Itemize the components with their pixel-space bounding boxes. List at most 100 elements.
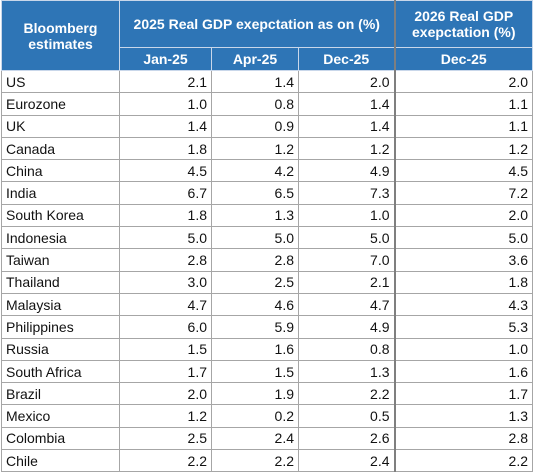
value-cell: 2.5 bbox=[119, 426, 212, 451]
country-cell: South Africa bbox=[1, 359, 120, 384]
table-row: Thailand 3.0 2.5 2.1 1.8 bbox=[1, 270, 533, 294]
value-cell: 1.5 bbox=[119, 337, 212, 361]
value-cell: 1.4 bbox=[298, 92, 396, 116]
value-cell: 1.8 bbox=[394, 270, 533, 294]
country-cell: Canada bbox=[1, 136, 120, 161]
value-cell: 1.8 bbox=[119, 203, 212, 228]
country-cell: Colombia bbox=[1, 426, 120, 451]
value-cell: 1.0 bbox=[119, 92, 212, 116]
table-row: Brazil 2.0 1.9 2.2 1.7 bbox=[1, 382, 533, 406]
table-row: Mexico 1.2 0.2 0.5 1.3 bbox=[1, 404, 533, 428]
value-cell: 1.4 bbox=[211, 69, 299, 94]
value-cell: 1.3 bbox=[298, 359, 396, 384]
value-cell: 1.7 bbox=[394, 382, 533, 406]
value-cell: 2.0 bbox=[119, 382, 212, 406]
value-cell: 7.3 bbox=[298, 181, 396, 205]
value-cell: 1.2 bbox=[298, 136, 396, 161]
value-cell: 4.5 bbox=[394, 159, 533, 183]
country-cell: Philippines bbox=[1, 315, 120, 339]
header-row: Bloomberg estimates 2025 Real GDP exepct… bbox=[1, 0, 533, 71]
table-row: Canada 1.8 1.2 1.2 1.2 bbox=[1, 136, 533, 161]
table-body: US 2.1 1.4 2.0 2.0 Eurozone 1.0 0.8 1.4 1.1 UK 1.4 0… bbox=[1, 69, 533, 473]
value-cell: 2.8 bbox=[119, 248, 212, 272]
value-cell: 1.3 bbox=[211, 203, 299, 228]
country-cell: Russia bbox=[1, 337, 120, 361]
table-row: South Africa 1.7 1.5 1.3 1.6 bbox=[1, 359, 533, 384]
value-cell: 2.4 bbox=[211, 426, 299, 451]
value-cell: 1.8 bbox=[119, 136, 212, 161]
value-cell: 4.7 bbox=[119, 292, 212, 317]
country-cell: Indonesia bbox=[1, 226, 120, 250]
value-cell: 2.2 bbox=[394, 449, 533, 473]
table-row: Russia 1.5 1.6 0.8 1.0 bbox=[1, 337, 533, 361]
value-cell: 4.7 bbox=[298, 292, 396, 317]
value-cell: 5.9 bbox=[211, 315, 299, 339]
corner-header: Bloomberg estimates bbox=[1, 0, 120, 71]
value-cell: 2.8 bbox=[211, 248, 299, 272]
value-cell: 5.0 bbox=[119, 226, 212, 250]
country-cell: Malaysia bbox=[1, 292, 120, 317]
value-cell: 2.4 bbox=[298, 449, 396, 473]
value-cell: 1.6 bbox=[394, 359, 533, 384]
table-row: Chile 2.2 2.2 2.4 2.2 bbox=[1, 449, 533, 473]
value-cell: 3.6 bbox=[394, 248, 533, 272]
table-row: Eurozone 1.0 0.8 1.4 1.1 bbox=[1, 92, 533, 116]
value-cell: 1.3 bbox=[394, 404, 533, 428]
table-row: Colombia 2.5 2.4 2.6 2.8 bbox=[1, 426, 533, 451]
country-cell: Taiwan bbox=[1, 248, 120, 272]
country-cell: India bbox=[1, 181, 120, 205]
table-row: Taiwan 2.8 2.8 7.0 3.6 bbox=[1, 248, 533, 272]
value-cell: 2.6 bbox=[298, 426, 396, 451]
table-row: UK 1.4 0.9 1.4 1.1 bbox=[1, 114, 533, 138]
column-header: Dec-25 bbox=[394, 47, 533, 71]
value-cell: 1.2 bbox=[119, 404, 212, 428]
value-cell: 7.2 bbox=[394, 181, 533, 205]
value-cell: 2.1 bbox=[119, 69, 212, 94]
value-cell: 4.2 bbox=[211, 159, 299, 183]
value-cell: 2.5 bbox=[211, 270, 299, 294]
value-cell: 4.9 bbox=[298, 315, 396, 339]
value-cell: 1.1 bbox=[394, 92, 533, 116]
value-cell: 0.2 bbox=[211, 404, 299, 428]
value-cell: 1.2 bbox=[394, 136, 533, 161]
column-header: Apr-25 bbox=[211, 47, 299, 71]
value-cell: 1.5 bbox=[211, 359, 299, 384]
table-row: Malaysia 4.7 4.6 4.7 4.3 bbox=[1, 292, 533, 317]
value-cell: 2.2 bbox=[211, 449, 299, 473]
country-cell: Chile bbox=[1, 449, 120, 473]
value-cell: 3.0 bbox=[119, 270, 212, 294]
value-cell: 6.5 bbox=[211, 181, 299, 205]
table-row: Indonesia 5.0 5.0 5.0 5.0 bbox=[1, 226, 533, 250]
country-cell: UK bbox=[1, 114, 120, 138]
column-header: Dec-25 bbox=[298, 47, 396, 71]
country-cell: Thailand bbox=[1, 270, 120, 294]
value-cell: 5.0 bbox=[298, 226, 396, 250]
value-cell: 1.6 bbox=[211, 337, 299, 361]
value-cell: 5.3 bbox=[394, 315, 533, 339]
value-cell: 1.4 bbox=[119, 114, 212, 138]
table-row: China 4.5 4.2 4.9 4.5 bbox=[1, 159, 533, 183]
value-cell: 7.0 bbox=[298, 248, 396, 272]
table-row: India 6.7 6.5 7.3 7.2 bbox=[1, 181, 533, 205]
group-header: 2026 Real GDP exepctation (%) bbox=[394, 0, 533, 48]
country-cell: China bbox=[1, 159, 120, 183]
value-cell: 2.8 bbox=[394, 426, 533, 451]
value-cell: 1.9 bbox=[211, 382, 299, 406]
value-cell: 2.0 bbox=[394, 203, 533, 228]
table-row: US 2.1 1.4 2.0 2.0 bbox=[1, 69, 533, 94]
value-cell: 0.8 bbox=[298, 337, 396, 361]
header-row: Jan-25 Apr-25 Dec-25 Dec-25 bbox=[2, 47, 533, 71]
value-cell: 1.4 bbox=[298, 114, 396, 138]
value-cell: 1.0 bbox=[298, 203, 396, 228]
value-cell: 0.8 bbox=[211, 92, 299, 116]
value-cell: 1.2 bbox=[211, 136, 299, 161]
value-cell: 0.9 bbox=[211, 114, 299, 138]
table-header: Bloomberg estimates 2025 Real GDP exepct… bbox=[1, 0, 533, 71]
value-cell: 1.1 bbox=[394, 114, 533, 138]
value-cell: 6.0 bbox=[119, 315, 212, 339]
value-cell: 2.0 bbox=[394, 69, 533, 94]
table-row: South Korea 1.8 1.3 1.0 2.0 bbox=[1, 203, 533, 228]
table-row: Philippines 6.0 5.9 4.9 5.3 bbox=[1, 315, 533, 339]
